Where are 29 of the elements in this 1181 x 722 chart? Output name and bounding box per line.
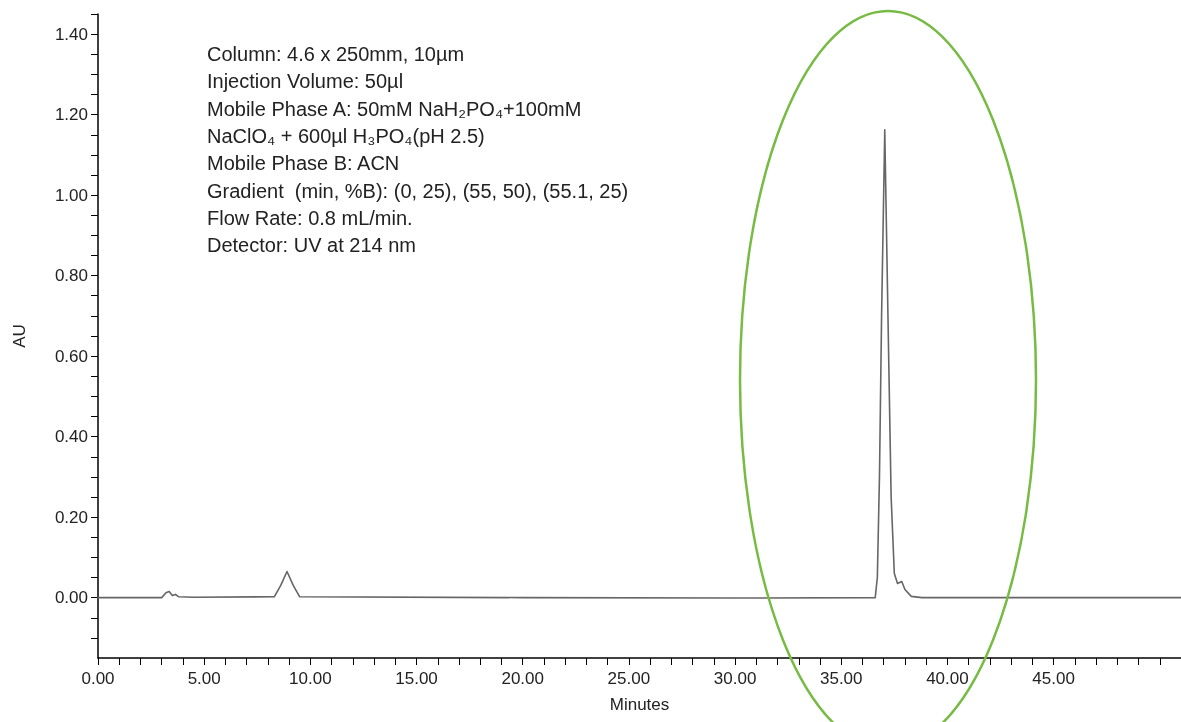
y-tick-label: 0.20 (54, 507, 88, 527)
x-tick-label: 25.00 (607, 669, 651, 688)
y-tick-label: 0.40 (54, 427, 88, 447)
x-tick-label: 40.00 (926, 669, 969, 688)
line-series (97, 129, 1181, 599)
y-tick-label: 1.40 (54, 24, 88, 44)
y-tick-label: 1.20 (54, 105, 88, 125)
y-tick-label: 0.60 (54, 346, 88, 366)
annotation: Injection Volume: 50µl (207, 70, 404, 93)
annotation: Gradient (min, %B): (0, 25), (55, 50), (55.1, 25) (207, 179, 629, 202)
x-tick-label: 45.00 (1032, 669, 1075, 688)
y-tick-label: 0.80 (54, 266, 88, 286)
y-tick-label: 0.00 (54, 588, 88, 608)
x-tick-label: 30.00 (713, 669, 757, 688)
annotation: Mobile Phase A: 50mM NaH₂PO₄+100mM (207, 97, 582, 120)
x-tick-label: 5.00 (187, 669, 221, 688)
annotation: Column: 4.6 x 250mm, 10µm (207, 43, 465, 65)
annotation: Flow Rate: 0.8 mL/min. (207, 206, 413, 229)
x-tick-label: 15.00 (395, 669, 438, 688)
x-tick-label: 0.00 (81, 669, 115, 688)
annotation: Detector: UV at 214 nm (207, 234, 416, 257)
y-axis-title: AU (10, 324, 29, 348)
x-axis-title: Minutes (609, 695, 670, 714)
annotation: NaClO₄ + 600µl H₃PO₄(pH 2.5) (207, 124, 485, 147)
x-tick-label: 10.00 (289, 669, 332, 688)
annotation: Mobile Phase B: ACN (207, 152, 400, 175)
x-tick-label: 20.00 (501, 669, 544, 688)
x-tick-label: 35.00 (819, 669, 863, 688)
y-tick-label: 1.00 (54, 185, 88, 205)
